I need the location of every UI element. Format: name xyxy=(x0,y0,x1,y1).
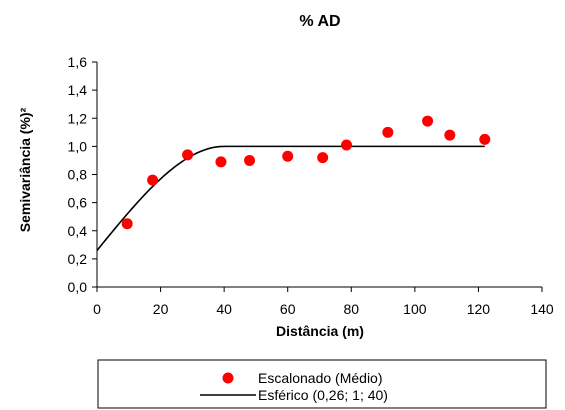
data-point xyxy=(215,156,227,168)
x-tick-label: 60 xyxy=(280,301,296,317)
x-tick-label: 20 xyxy=(153,301,169,317)
y-tick-label: 0,0 xyxy=(68,279,88,295)
data-point xyxy=(341,139,353,151)
data-point xyxy=(317,152,329,164)
x-tick-label: 40 xyxy=(216,301,232,317)
data-point xyxy=(147,174,159,186)
x-tick-label: 140 xyxy=(530,301,554,317)
legend-marker-scatter xyxy=(222,372,234,384)
y-tick-label: 1,0 xyxy=(68,138,88,154)
x-tick-label: 120 xyxy=(467,301,491,317)
x-axis-label: Distância (m) xyxy=(276,323,364,339)
y-tick-label: 0,4 xyxy=(68,223,88,239)
legend-label-scatter: Escalonado (Médio) xyxy=(258,370,383,386)
data-point xyxy=(422,115,434,127)
data-point xyxy=(121,218,133,230)
data-point xyxy=(282,150,294,162)
data-point xyxy=(244,154,256,166)
x-tick-label: 100 xyxy=(403,301,427,317)
y-tick-label: 1,4 xyxy=(68,82,88,98)
y-tick-label: 0,8 xyxy=(68,167,88,183)
x-tick-label: 80 xyxy=(343,301,359,317)
x-tick-label: 0 xyxy=(93,301,101,317)
legend: Escalonado (Médio) Esférico (0,26; 1; 40… xyxy=(97,359,547,409)
chart-title: % AD xyxy=(299,13,340,30)
legend-label-line: Esférico (0,26; 1; 40) xyxy=(258,387,388,403)
y-axis-label: Semivariância (%)² xyxy=(17,107,33,232)
y-tick-label: 0,2 xyxy=(68,251,88,267)
data-point xyxy=(479,133,491,145)
y-axis: 0,0 0,2 0,4 0,6 0,8 1,0 1,2 1,4 1,6 xyxy=(68,54,98,295)
legend-box xyxy=(97,359,547,409)
y-tick-label: 1,6 xyxy=(68,54,88,70)
model-line-layer xyxy=(96,145,485,251)
data-point xyxy=(382,126,394,138)
data-points-layer xyxy=(121,115,491,230)
data-point xyxy=(182,149,194,161)
x-axis: 0 20 40 60 80 100 120 140 xyxy=(93,286,554,317)
y-tick-label: 0,6 xyxy=(68,195,88,211)
y-tick-label: 1,2 xyxy=(68,110,88,126)
model-line xyxy=(96,145,485,251)
data-point xyxy=(444,129,456,141)
